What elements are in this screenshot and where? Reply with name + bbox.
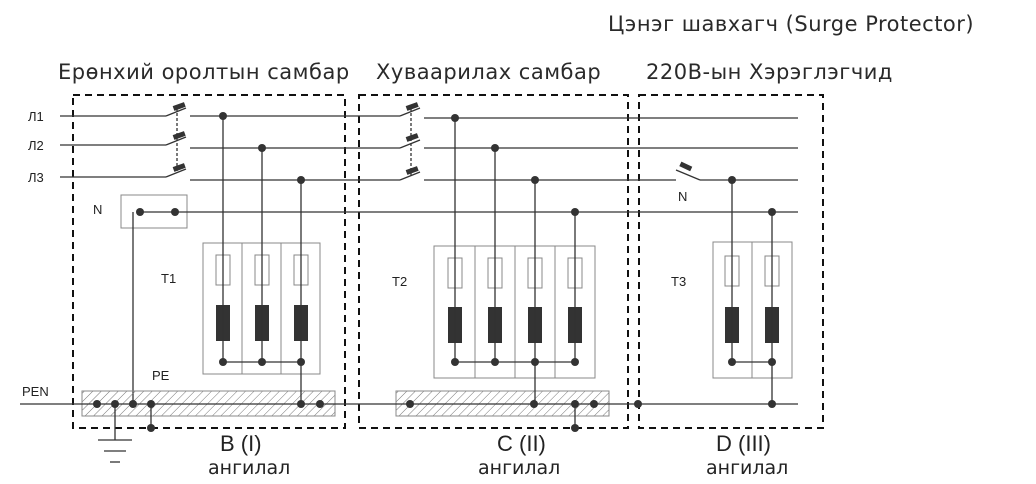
surge-protector-t3 <box>712 176 793 404</box>
zone-box-c <box>358 94 629 429</box>
class-label-c: ангилал <box>478 457 560 479</box>
protector-label-t2: T2 <box>392 274 407 289</box>
line-label-n: N <box>93 202 102 217</box>
class-code-d: D (III) <box>716 431 771 456</box>
line-label-l1: Л1 <box>28 109 44 124</box>
line-label-l3: Л3 <box>28 170 44 185</box>
line-label-pen: PEN <box>22 384 49 399</box>
surge-protector-t1 <box>202 112 321 404</box>
line-label-l2: Л2 <box>28 138 44 153</box>
class-code-b: B (I) <box>220 431 262 456</box>
line-label-n-right: N <box>678 189 687 204</box>
class-code-c: C (II) <box>497 431 546 456</box>
zone-box-b <box>72 94 346 429</box>
protector-label-t1: T1 <box>161 271 176 286</box>
surge-protector-title: Цэнэг шавхагч (Surge Protector) <box>608 12 974 36</box>
protector-label-t3: T3 <box>671 274 686 289</box>
zone-main-input-panel-title: Ерөнхий оролтын самбар <box>58 60 350 84</box>
phase-wires <box>60 102 798 181</box>
zone-220v-consumers-title: 220В-ын Хэрэглэгчид <box>646 60 893 84</box>
line-label-pe: PE <box>152 368 170 383</box>
class-label-b: ангилал <box>208 457 290 479</box>
zone-distribution-panel-title: Хуваарилах самбар <box>376 60 601 84</box>
class-label-d: ангилал <box>706 457 788 479</box>
ground-symbol <box>98 404 132 463</box>
zone-box-d <box>638 94 824 429</box>
surge-protector-t2 <box>433 114 596 404</box>
